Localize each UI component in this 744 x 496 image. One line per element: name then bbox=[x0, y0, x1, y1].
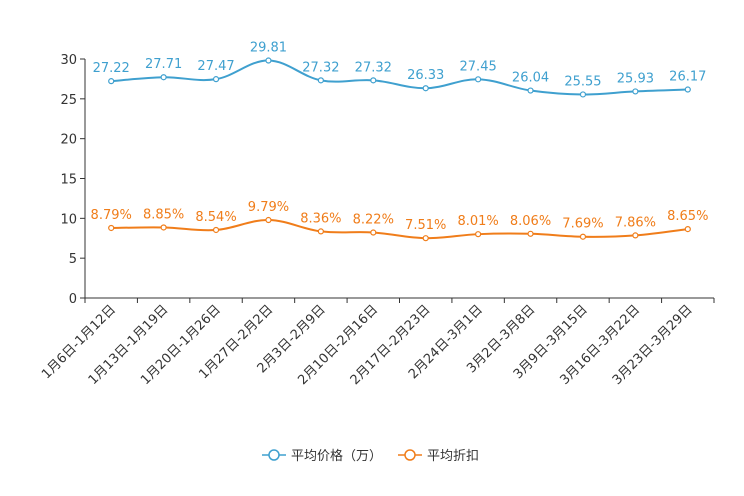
data-label: 8.06% bbox=[510, 214, 551, 229]
data-label: 27.32 bbox=[355, 60, 392, 75]
legend-item-1[interactable]: 平均折扣 bbox=[398, 449, 479, 464]
y-tick-label: 10 bbox=[60, 212, 77, 227]
data-point[interactable] bbox=[265, 57, 272, 64]
series-layer: 27.22 27.71 27.47 29.81 27.32 27.32 26.33 27.45… bbox=[91, 41, 708, 242]
data-label: 8.22% bbox=[353, 213, 394, 228]
data-point[interactable] bbox=[475, 76, 482, 83]
legend-item-0[interactable]: 平均价格（万） bbox=[262, 448, 382, 464]
data-point[interactable] bbox=[527, 230, 534, 237]
y-tick-label: 0 bbox=[69, 292, 77, 307]
data-label: 27.47 bbox=[197, 59, 234, 74]
data-label: 25.93 bbox=[617, 71, 654, 86]
series-line bbox=[111, 219, 688, 240]
data-point[interactable] bbox=[370, 229, 377, 236]
data-point[interactable] bbox=[370, 77, 377, 84]
data-point[interactable] bbox=[265, 216, 272, 224]
data-point[interactable] bbox=[684, 86, 691, 93]
data-label: 29.81 bbox=[250, 41, 287, 56]
data-point[interactable] bbox=[212, 76, 220, 83]
legend-marker-icon bbox=[404, 449, 416, 461]
data-label: 8.54% bbox=[195, 210, 236, 225]
y-tick-label: 30 bbox=[60, 53, 77, 68]
data-point[interactable] bbox=[317, 77, 324, 84]
legend-label: 平均折扣 bbox=[427, 449, 479, 464]
x-axis: 1月6日-1月12日1月13日-1月19日1月20日-1月26日1月27日-2月… bbox=[39, 297, 715, 388]
y-tick-label: 25 bbox=[60, 93, 77, 108]
data-label: 27.71 bbox=[145, 57, 182, 72]
data-label: 7.86% bbox=[615, 215, 656, 230]
data-point[interactable] bbox=[422, 85, 429, 92]
data-label: 26.04 bbox=[512, 71, 549, 86]
series-1: 8.79% 8.85% 8.54% 9.79% 8.36% 8.22% 7.51% 8.01%… bbox=[91, 200, 708, 242]
y-tick-label: 15 bbox=[60, 173, 77, 188]
legend: 平均价格（万） 平均折扣 bbox=[262, 448, 479, 464]
data-point[interactable] bbox=[160, 74, 167, 81]
data-point[interactable] bbox=[160, 224, 167, 231]
data-label: 7.51% bbox=[405, 218, 446, 233]
data-label: 27.22 bbox=[93, 61, 130, 76]
data-label: 8.65% bbox=[667, 209, 708, 224]
series-0: 27.22 27.71 27.47 29.81 27.32 27.32 26.33 27.45… bbox=[93, 41, 706, 98]
data-point[interactable] bbox=[579, 91, 587, 98]
data-point[interactable] bbox=[317, 228, 324, 235]
data-point[interactable] bbox=[632, 88, 639, 95]
data-point[interactable] bbox=[212, 226, 220, 234]
data-point[interactable] bbox=[684, 225, 691, 233]
data-point[interactable] bbox=[632, 232, 639, 239]
y-tick-label: 5 bbox=[69, 252, 77, 267]
data-point[interactable] bbox=[108, 224, 115, 232]
data-label: 8.36% bbox=[300, 211, 341, 226]
data-label: 7.69% bbox=[562, 217, 603, 232]
data-label: 25.55 bbox=[564, 74, 601, 89]
data-label: 8.85% bbox=[143, 207, 184, 222]
data-label: 26.17 bbox=[669, 70, 706, 85]
data-point[interactable] bbox=[527, 87, 534, 94]
y-axis: 0 5 10 15 20 25 30 bbox=[60, 53, 86, 307]
data-label: 9.79% bbox=[248, 200, 289, 215]
data-label: 8.79% bbox=[91, 208, 132, 223]
series-line bbox=[111, 59, 688, 96]
y-tick-label: 20 bbox=[60, 133, 77, 148]
data-point[interactable] bbox=[579, 233, 587, 240]
data-label: 8.01% bbox=[457, 214, 498, 229]
data-point[interactable] bbox=[422, 235, 429, 242]
data-point[interactable] bbox=[108, 78, 115, 85]
data-point[interactable] bbox=[475, 231, 482, 238]
legend-label: 平均价格（万） bbox=[291, 448, 382, 464]
data-label: 27.32 bbox=[302, 60, 339, 75]
legend-marker-icon bbox=[268, 449, 280, 461]
data-label: 26.33 bbox=[407, 68, 444, 83]
data-label: 27.45 bbox=[460, 59, 497, 74]
